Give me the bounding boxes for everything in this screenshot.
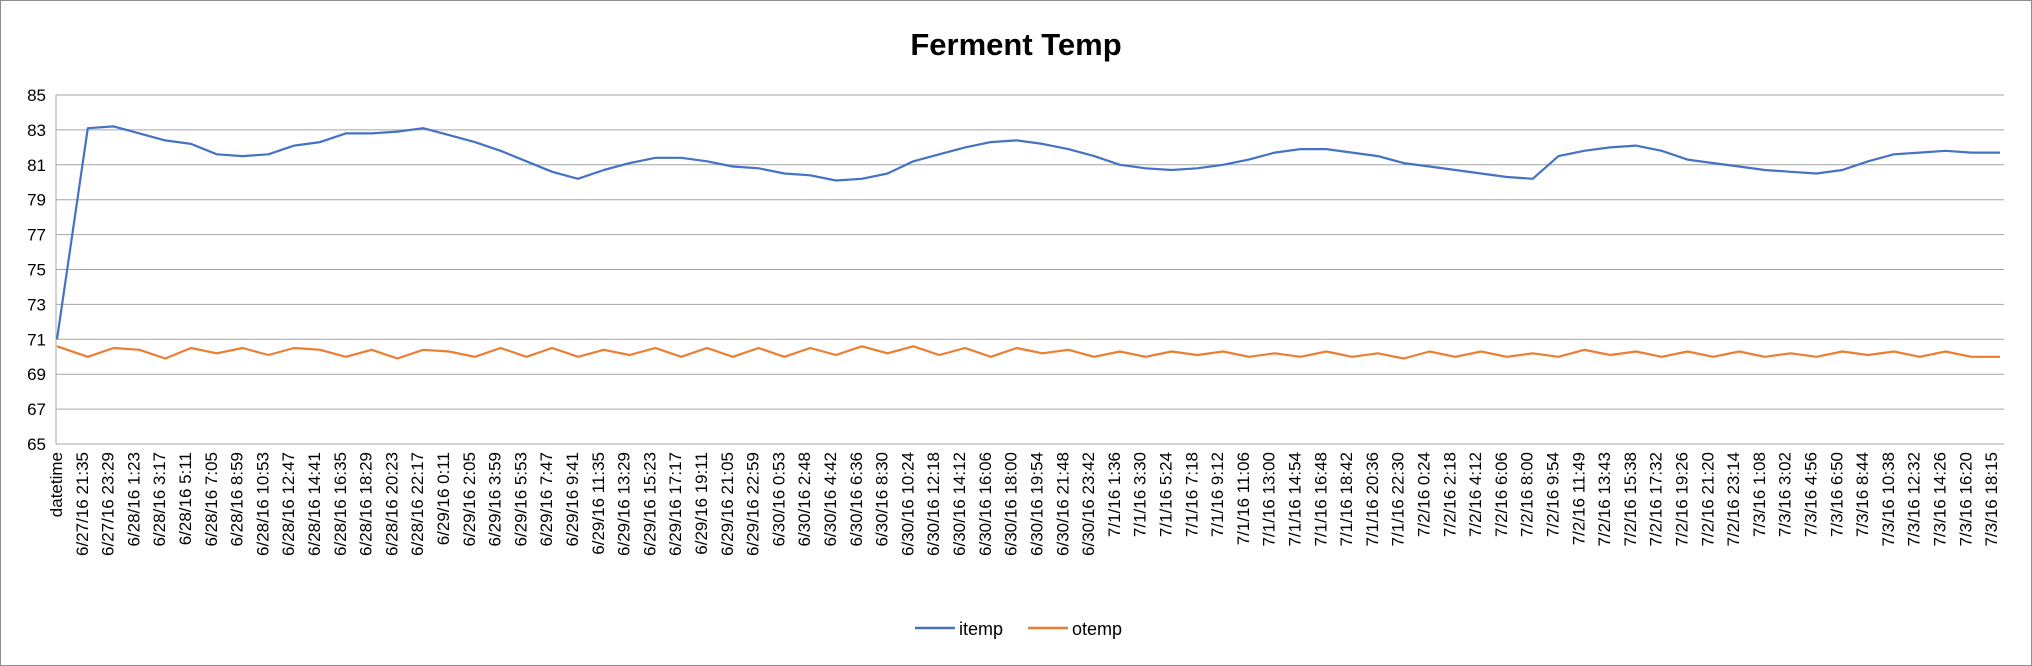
x-tick-label: 6/28/16 20:23 bbox=[382, 452, 401, 556]
x-tick-label: 7/2/16 4:12 bbox=[1466, 452, 1485, 537]
x-tick-label: 7/1/16 7:18 bbox=[1182, 452, 1201, 537]
x-tick-label: 6/30/16 12:18 bbox=[924, 452, 943, 556]
legend-label-otemp: otemp bbox=[1072, 619, 1122, 639]
y-tick-label: 81 bbox=[27, 156, 46, 175]
x-tick-label: 6/28/16 14:41 bbox=[305, 452, 324, 556]
y-tick-label: 75 bbox=[27, 261, 46, 280]
x-tick-label: 6/28/16 7:05 bbox=[202, 452, 221, 547]
y-tick-label: 71 bbox=[27, 330, 46, 349]
chart-title: Ferment Temp bbox=[910, 27, 1121, 62]
x-tick-label: 7/2/16 6:06 bbox=[1492, 452, 1511, 537]
x-tick-label: 7/1/16 11:06 bbox=[1234, 452, 1253, 545]
x-tick-label: 6/29/16 2:05 bbox=[460, 452, 479, 547]
x-tick-label: 7/1/16 13:00 bbox=[1260, 452, 1279, 547]
x-tick-label: 6/30/16 8:30 bbox=[873, 452, 892, 547]
x-tick-label: 7/2/16 0:24 bbox=[1415, 452, 1434, 537]
x-tick-label: 7/1/16 1:36 bbox=[1105, 452, 1124, 537]
x-tick-label: 7/3/16 14:26 bbox=[1931, 452, 1950, 547]
x-tick-label: 6/29/16 17:17 bbox=[666, 452, 685, 556]
x-tick-label: 7/1/16 5:24 bbox=[1157, 452, 1176, 537]
y-tick-label: 85 bbox=[27, 86, 46, 105]
x-tick-label: 6/30/16 16:06 bbox=[976, 452, 995, 556]
x-tick-label: 6/29/16 13:29 bbox=[615, 452, 634, 556]
series-lines bbox=[55, 125, 2000, 360]
x-tick-label: 7/2/16 23:14 bbox=[1724, 452, 1743, 547]
x-tick-label: 7/2/16 11:49 bbox=[1569, 452, 1588, 545]
x-axis-ticks: datetime 6/27/16 21:35 6/27/16 23:29 6/28/1… bbox=[47, 452, 2001, 556]
x-tick-label: 6/28/16 1:23 bbox=[124, 452, 143, 547]
x-tick-label: 7/1/16 20:36 bbox=[1363, 452, 1382, 547]
x-tick-label: 7/2/16 9:54 bbox=[1544, 452, 1563, 537]
x-tick-label: 6/29/16 15:23 bbox=[640, 452, 659, 556]
x-tick-label: 6/29/16 3:59 bbox=[486, 452, 505, 547]
x-tick-label: 6/30/16 4:42 bbox=[821, 452, 840, 547]
x-tick-label: 6/30/16 6:36 bbox=[847, 452, 866, 547]
series-line-itemp bbox=[55, 125, 2000, 340]
x-tick-label: 7/1/16 14:54 bbox=[1286, 452, 1305, 547]
x-tick-label: 6/27/16 21:35 bbox=[73, 452, 92, 556]
x-tick-label: 6/30/16 10:24 bbox=[898, 452, 917, 556]
x-tick-label: 7/3/16 3:02 bbox=[1776, 452, 1795, 537]
y-tick-label: 65 bbox=[27, 435, 46, 454]
x-tick-label: 7/3/16 6:50 bbox=[1827, 452, 1846, 537]
x-tick-label: datetime bbox=[47, 452, 66, 517]
y-tick-label: 73 bbox=[27, 295, 46, 314]
x-tick-label: 7/2/16 15:38 bbox=[1621, 452, 1640, 547]
x-tick-label: 7/2/16 21:20 bbox=[1698, 452, 1717, 547]
x-tick-label: 6/28/16 10:53 bbox=[253, 452, 272, 556]
x-tick-label: 7/2/16 8:00 bbox=[1518, 452, 1537, 537]
x-tick-label: 6/28/16 22:17 bbox=[408, 452, 427, 556]
x-tick-label: 7/3/16 18:15 bbox=[1982, 452, 2001, 547]
x-tick-label: 6/28/16 18:29 bbox=[357, 452, 376, 556]
x-tick-label: 6/28/16 8:59 bbox=[228, 452, 247, 547]
x-tick-label: 7/3/16 4:56 bbox=[1802, 452, 1821, 537]
x-tick-label: 6/29/16 5:53 bbox=[511, 452, 530, 547]
x-tick-label: 6/29/16 11:35 bbox=[589, 452, 608, 555]
x-tick-label: 6/27/16 23:29 bbox=[99, 452, 118, 556]
x-tick-label: 7/3/16 8:44 bbox=[1853, 452, 1872, 537]
y-tick-label: 69 bbox=[27, 365, 46, 384]
x-tick-label: 6/29/16 22:59 bbox=[744, 452, 763, 556]
x-tick-label: 6/29/16 7:47 bbox=[537, 452, 556, 547]
x-tick-label: 7/3/16 12:32 bbox=[1905, 452, 1924, 547]
x-tick-label: 6/28/16 12:47 bbox=[279, 452, 298, 556]
x-tick-label: 6/29/16 0:11 bbox=[434, 452, 453, 545]
x-tick-label: 7/1/16 18:42 bbox=[1337, 452, 1356, 547]
x-tick-label: 6/29/16 9:41 bbox=[563, 452, 582, 547]
x-tick-label: 6/29/16 21:05 bbox=[718, 452, 737, 556]
x-tick-label: 6/29/16 19:11 bbox=[692, 452, 711, 555]
y-tick-label: 79 bbox=[27, 191, 46, 210]
y-tick-label: 67 bbox=[27, 400, 46, 419]
x-tick-label: 6/30/16 14:12 bbox=[950, 452, 969, 556]
y-tick-label: 83 bbox=[27, 121, 46, 140]
x-tick-label: 7/2/16 19:26 bbox=[1673, 452, 1692, 547]
x-tick-label: 6/30/16 21:48 bbox=[1053, 452, 1072, 556]
x-tick-label: 6/28/16 16:35 bbox=[331, 452, 350, 556]
x-tick-label: 6/30/16 19:54 bbox=[1028, 452, 1047, 556]
x-tick-label: 6/30/16 2:48 bbox=[795, 452, 814, 547]
x-tick-label: 7/3/16 16:20 bbox=[1956, 452, 1975, 547]
x-tick-label: 7/1/16 3:30 bbox=[1131, 452, 1150, 537]
x-tick-label: 7/1/16 22:30 bbox=[1389, 452, 1408, 547]
x-tick-label: 7/2/16 17:32 bbox=[1647, 452, 1666, 547]
gridlines bbox=[55, 94, 2004, 445]
y-tick-label: 77 bbox=[27, 226, 46, 245]
x-tick-label: 7/3/16 10:38 bbox=[1879, 452, 1898, 547]
x-tick-label: 6/28/16 3:17 bbox=[150, 452, 169, 547]
x-tick-label: 7/3/16 1:08 bbox=[1750, 452, 1769, 537]
x-tick-label: 7/1/16 16:48 bbox=[1311, 452, 1330, 547]
y-axis-ticks: 65 67 69 71 73 75 77 79 81 83 85 bbox=[27, 86, 46, 454]
x-tick-label: 7/2/16 2:18 bbox=[1440, 452, 1459, 537]
x-tick-label: 6/28/16 5:11 bbox=[176, 452, 195, 545]
x-tick-label: 7/1/16 9:12 bbox=[1208, 452, 1227, 537]
legend-label-itemp: itemp bbox=[959, 619, 1003, 639]
legend[interactable]: itemp otemp bbox=[915, 619, 1122, 639]
x-tick-label: 6/30/16 23:42 bbox=[1079, 452, 1098, 556]
x-tick-label: 7/2/16 13:43 bbox=[1595, 452, 1614, 547]
x-tick-label: 6/30/16 18:00 bbox=[1002, 452, 1021, 556]
series-line-otemp bbox=[56, 345, 2000, 360]
x-tick-label: 6/30/16 0:53 bbox=[769, 452, 788, 547]
